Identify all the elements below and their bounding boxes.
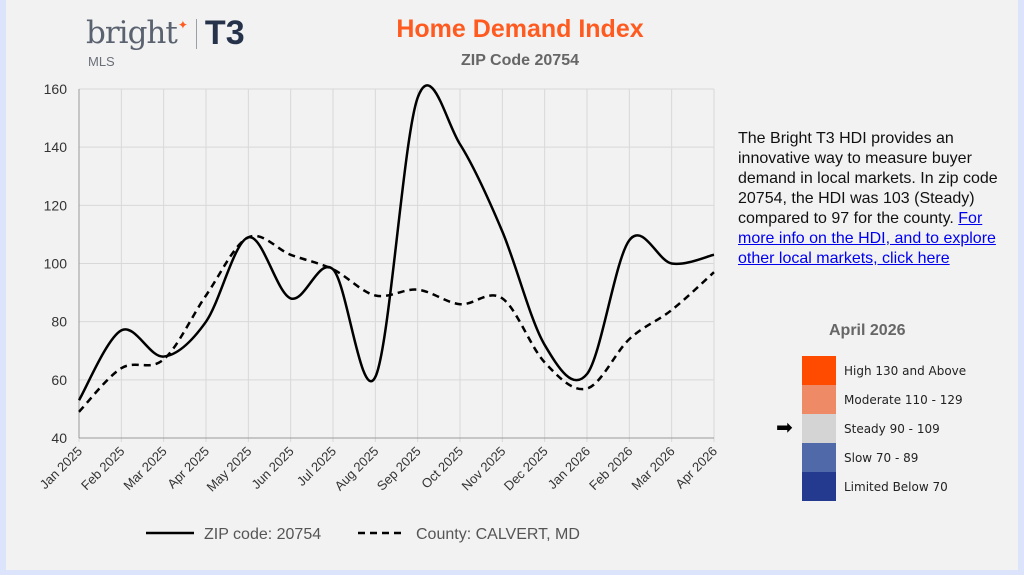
x-tick-label: Nov 2025 [458, 444, 508, 494]
series-line-county [78, 234, 715, 413]
x-tick-label: May 2025 [203, 444, 254, 495]
scale-swatch [802, 356, 836, 385]
y-tick-label: 60 [51, 372, 67, 388]
x-tick-label: Feb 2026 [586, 444, 635, 493]
scale-item: Limited Below 70 [802, 472, 966, 501]
chart-title: Home Demand Index [396, 15, 644, 43]
scale-swatch [802, 443, 836, 472]
hdi-panel [6, 0, 1018, 570]
scale-item: Moderate 110 - 129 [802, 385, 966, 414]
scale-item: Slow 70 - 89 [802, 443, 966, 472]
x-tick-label: Feb 2025 [78, 444, 127, 493]
logo-brand: bright [86, 15, 178, 51]
description-text: The Bright T3 HDI provides an innovative… [738, 130, 998, 227]
x-tick-label: Aug 2025 [331, 444, 381, 494]
y-tick-label: 100 [44, 256, 68, 272]
scale-label: High 130 and Above [844, 363, 967, 378]
x-tick-label: Sep 2025 [374, 444, 424, 494]
arrow-right-icon: ➡ [776, 417, 793, 439]
x-tick-label: Jan 2026 [545, 444, 593, 492]
x-tick-label: Mar 2025 [120, 444, 169, 493]
scale-swatch [802, 385, 836, 414]
scale-label: Moderate 110 - 129 [844, 392, 963, 407]
chart-subtitle: ZIP Code 20754 [461, 52, 579, 69]
more-info-link[interactable]: For more info on the HDI, and to explore… [738, 210, 996, 267]
y-tick-label: 160 [44, 81, 68, 97]
scale-item: High 130 and Above [802, 356, 966, 385]
logo-row: bright ✦ T3 [86, 14, 245, 52]
series-line-zip [77, 84, 715, 401]
scale-label: Steady 90 - 109 [844, 421, 940, 436]
bright-t3-logo: bright ✦ T3 MLS [86, 14, 286, 74]
description: The Bright T3 HDI provides an innovative… [738, 129, 1013, 269]
logo-partner: T3 [204, 14, 245, 52]
star-icon: ✦ [177, 18, 188, 32]
y-tick-label: 120 [44, 197, 68, 213]
x-tick-label: Apr 2026 [672, 444, 720, 492]
legend-label: ZIP code: 20754 [204, 526, 321, 543]
y-tick-label: 140 [44, 139, 68, 155]
x-tick-label: Mar 2026 [628, 444, 677, 493]
scale-title: April 2026 [829, 322, 906, 339]
scale-label: Limited Below 70 [844, 479, 948, 494]
scale-item: Steady 90 - 109 [802, 414, 966, 443]
scale-label: Slow 70 - 89 [844, 450, 919, 465]
logo-divider [195, 19, 197, 49]
x-tick-label: Jun 2025 [248, 444, 296, 492]
scale-swatch [802, 472, 836, 501]
demand-scale: High 130 and Above Moderate 110 - 129 Stea… [802, 356, 966, 501]
logo-sub: MLS [88, 54, 115, 69]
y-tick-label: 40 [51, 430, 67, 446]
y-tick-label: 80 [51, 314, 67, 330]
scale-swatch [802, 414, 836, 443]
legend-label: County: CALVERT, MD [416, 526, 580, 543]
x-tick-label: Dec 2025 [501, 444, 551, 494]
x-tick-label: Jan 2025 [37, 444, 85, 492]
